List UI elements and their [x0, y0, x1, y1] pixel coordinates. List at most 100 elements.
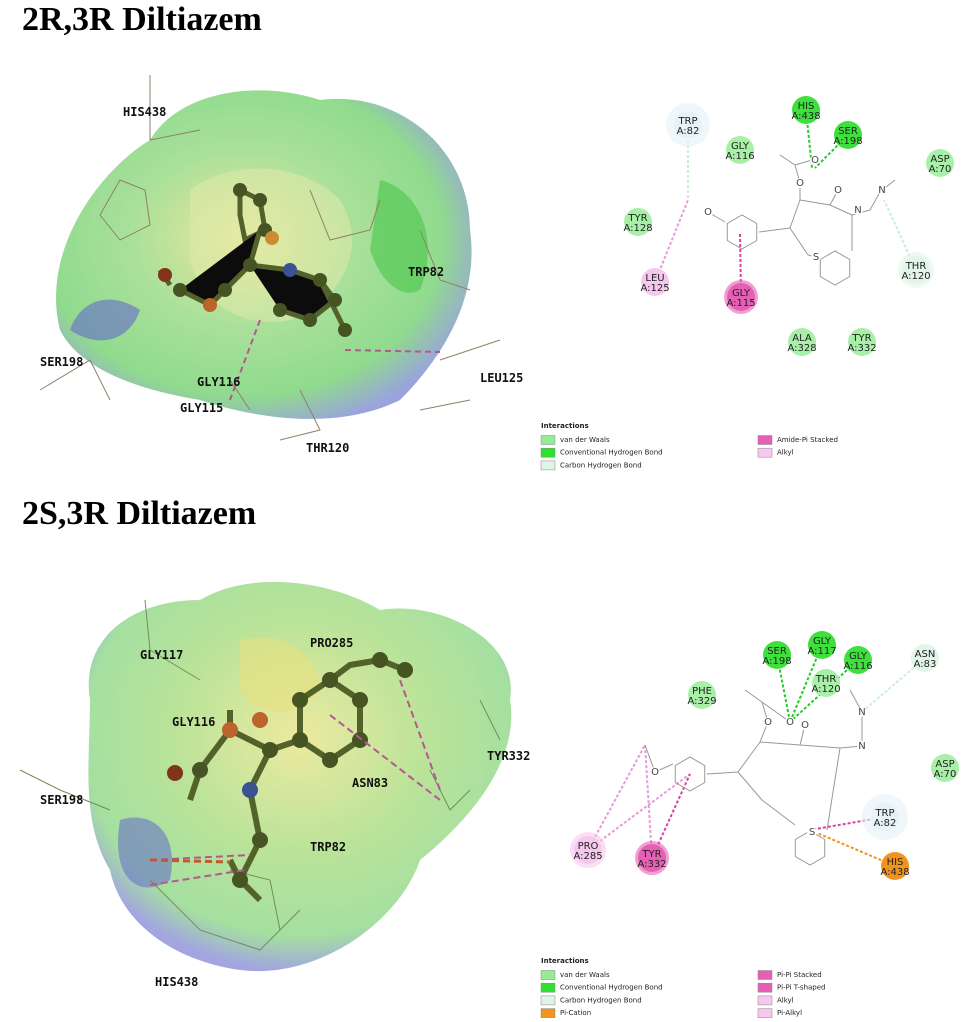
atom-bg	[650, 767, 660, 777]
bond	[737, 741, 761, 773]
legend-swatch	[540, 982, 556, 993]
atom-bg	[785, 717, 795, 727]
residue-node	[871, 803, 899, 831]
legend-label: Alkyl	[777, 996, 794, 1004]
residue-name: TYR	[851, 333, 871, 344]
bond	[869, 191, 881, 211]
residue-label-3d: GLY116	[197, 375, 240, 389]
atom-bg	[857, 707, 867, 717]
bond	[744, 689, 763, 703]
residue-label-3d: LEU125	[480, 371, 523, 385]
residue-name: ASP	[930, 154, 949, 165]
residue-node	[881, 852, 909, 880]
legend-swatch	[540, 970, 556, 980]
residue-label-3d: SER198	[40, 355, 83, 369]
residue-id: A:117	[807, 646, 836, 657]
residue-id: A:70	[934, 769, 957, 780]
residue-id: A:332	[847, 343, 876, 354]
residue-label-3d: TRP82	[310, 840, 346, 854]
legend-label: Pi-Alkyl	[777, 1009, 802, 1017]
legend-label: van der Waals	[560, 971, 610, 979]
residue-name: TYR	[627, 213, 647, 224]
legend-swatch	[757, 447, 773, 458]
residue-node	[926, 149, 954, 177]
interaction-line	[644, 744, 653, 859]
legend-label: Alkyl	[777, 449, 794, 457]
atom-label: O	[796, 178, 804, 189]
interaction-line	[587, 773, 691, 851]
residue-name: THR	[905, 261, 927, 272]
residue-label-3d: HIS438	[123, 105, 166, 119]
residue-node	[641, 268, 669, 296]
residue-node	[574, 836, 602, 864]
residue-label-3d: GLY116	[172, 715, 215, 729]
residue-id: A:115	[726, 298, 755, 309]
bond	[829, 204, 853, 216]
residue-node	[848, 328, 876, 356]
residue-node	[834, 121, 862, 149]
residue-name: HIS	[887, 857, 904, 868]
legend-title: Interactions	[541, 957, 589, 965]
residue-node	[931, 754, 959, 782]
residue-id: A:70	[929, 164, 952, 175]
interaction-line	[861, 657, 926, 713]
residue-id: A:329	[687, 696, 716, 707]
residue-node	[688, 681, 716, 709]
residue-label-3d: SER198	[40, 793, 83, 807]
residue-name: TRP	[874, 808, 894, 819]
residue-id: A:198	[833, 136, 862, 147]
bond	[794, 159, 813, 166]
legend-title: Interactions	[541, 422, 589, 430]
residue-label-3d: GLY117	[140, 648, 183, 662]
legend-label: Conventional Hydrogen Bond	[560, 449, 663, 457]
bond	[761, 799, 796, 826]
legend-swatch	[540, 995, 556, 1006]
residue-name: GLY	[732, 288, 751, 299]
residue-node	[726, 136, 754, 164]
residue-label-3d: TRP82	[408, 265, 444, 279]
residue-node	[902, 256, 930, 284]
residue-id: A:198	[762, 656, 791, 667]
atom-bg	[811, 252, 821, 262]
residue-label-3d: GLY115	[180, 401, 223, 415]
residue-id: A:116	[725, 151, 754, 162]
legend-swatch	[757, 970, 773, 980]
legend-swatch	[757, 982, 773, 993]
residue-name: TRP	[677, 116, 697, 127]
residue-name: PHE	[692, 686, 712, 697]
residue-node	[812, 669, 840, 697]
residue-node	[808, 631, 836, 659]
legend-swatch	[757, 435, 773, 445]
docking-view	[19, 581, 512, 972]
legend-label: Pi-Cation	[560, 1009, 591, 1017]
ring	[819, 250, 851, 286]
atom-bg	[807, 827, 817, 837]
bond	[826, 747, 841, 831]
legend-label: Carbon Hydrogen Bond	[560, 461, 642, 469]
atom-bg	[833, 185, 843, 195]
legend-swatch	[540, 460, 556, 471]
residue-node	[638, 844, 666, 872]
residue-id: A:332	[637, 859, 666, 870]
residue-name: GLY	[849, 651, 868, 662]
residue-name: GLY	[813, 636, 832, 647]
residue-id: A:285	[573, 851, 602, 862]
atom-label: O	[704, 207, 712, 218]
residue-id: A:83	[914, 659, 937, 670]
legend-swatch	[757, 1008, 773, 1018]
residue-name: ASN	[915, 649, 936, 660]
interaction-line	[789, 644, 823, 723]
residue-id: A:82	[874, 818, 897, 829]
residue-id: A:128	[623, 223, 652, 234]
residue-node	[763, 641, 791, 669]
panel-title: 2R,3R Diltiazem	[22, 1, 262, 38]
atom-label: O	[811, 155, 819, 166]
atom-label: O	[764, 717, 772, 728]
bond	[761, 701, 791, 723]
residue-name: PRO	[578, 841, 599, 852]
residue-name: TYR	[641, 849, 661, 860]
atom-bg	[795, 178, 805, 188]
residue-node	[624, 208, 652, 236]
residue-name: GLY	[731, 141, 750, 152]
